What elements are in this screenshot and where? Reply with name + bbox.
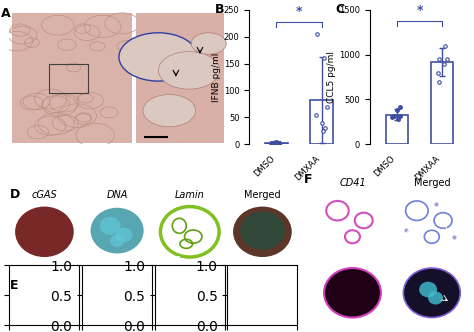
- Circle shape: [100, 217, 120, 235]
- Circle shape: [110, 235, 124, 247]
- Y-axis label: IFNB pg/ml: IFNB pg/ml: [212, 52, 221, 102]
- Circle shape: [19, 287, 25, 292]
- Circle shape: [199, 292, 209, 301]
- Circle shape: [170, 286, 179, 295]
- Circle shape: [52, 274, 57, 279]
- Circle shape: [403, 268, 460, 317]
- Text: DNA: DNA: [106, 190, 128, 200]
- Text: A: A: [1, 7, 10, 20]
- Text: CD41: CD41: [339, 178, 366, 188]
- Circle shape: [176, 292, 187, 301]
- Circle shape: [191, 301, 203, 311]
- Circle shape: [38, 313, 44, 318]
- Text: cGAS: cGAS: [32, 190, 57, 200]
- Circle shape: [143, 95, 196, 127]
- Circle shape: [158, 51, 219, 89]
- Bar: [431, 62, 454, 144]
- Text: Merged: Merged: [413, 178, 450, 188]
- Circle shape: [26, 278, 32, 282]
- Circle shape: [419, 282, 437, 297]
- Bar: [12, 13, 132, 143]
- Text: F: F: [304, 173, 312, 186]
- Text: C: C: [335, 3, 344, 16]
- Circle shape: [324, 268, 381, 317]
- Circle shape: [248, 292, 260, 301]
- Text: *: *: [416, 4, 423, 17]
- Bar: [310, 100, 333, 144]
- Circle shape: [38, 273, 44, 278]
- Text: Lamin: Lamin: [175, 190, 205, 200]
- Bar: [265, 142, 288, 144]
- Circle shape: [233, 207, 292, 257]
- Bar: [137, 13, 224, 143]
- Text: E: E: [9, 279, 18, 292]
- Circle shape: [116, 228, 132, 242]
- Circle shape: [185, 286, 195, 295]
- Bar: [49, 64, 88, 93]
- Circle shape: [100, 284, 120, 301]
- Text: D: D: [9, 188, 20, 201]
- Circle shape: [65, 293, 71, 298]
- Circle shape: [119, 33, 198, 81]
- Text: B: B: [215, 3, 224, 16]
- Circle shape: [65, 293, 71, 298]
- Circle shape: [184, 277, 195, 287]
- Circle shape: [19, 299, 25, 303]
- Circle shape: [266, 284, 279, 295]
- Circle shape: [26, 308, 32, 313]
- Circle shape: [191, 33, 226, 54]
- Circle shape: [235, 271, 291, 319]
- Circle shape: [259, 292, 273, 304]
- Circle shape: [15, 207, 74, 257]
- Circle shape: [116, 289, 132, 304]
- Circle shape: [91, 208, 144, 253]
- Circle shape: [179, 301, 190, 311]
- Circle shape: [246, 281, 258, 292]
- Bar: [385, 115, 408, 144]
- Y-axis label: CCL5 pg/ml: CCL5 pg/ml: [327, 51, 336, 103]
- Circle shape: [173, 281, 185, 292]
- Circle shape: [186, 292, 200, 304]
- Circle shape: [257, 277, 268, 287]
- Circle shape: [62, 304, 67, 309]
- Circle shape: [25, 279, 64, 312]
- Text: Merged: Merged: [244, 190, 281, 200]
- Circle shape: [62, 282, 67, 287]
- Circle shape: [240, 211, 285, 250]
- Circle shape: [428, 291, 443, 304]
- Circle shape: [92, 274, 142, 317]
- Circle shape: [194, 284, 207, 295]
- Text: *: *: [296, 5, 302, 18]
- Circle shape: [52, 311, 57, 316]
